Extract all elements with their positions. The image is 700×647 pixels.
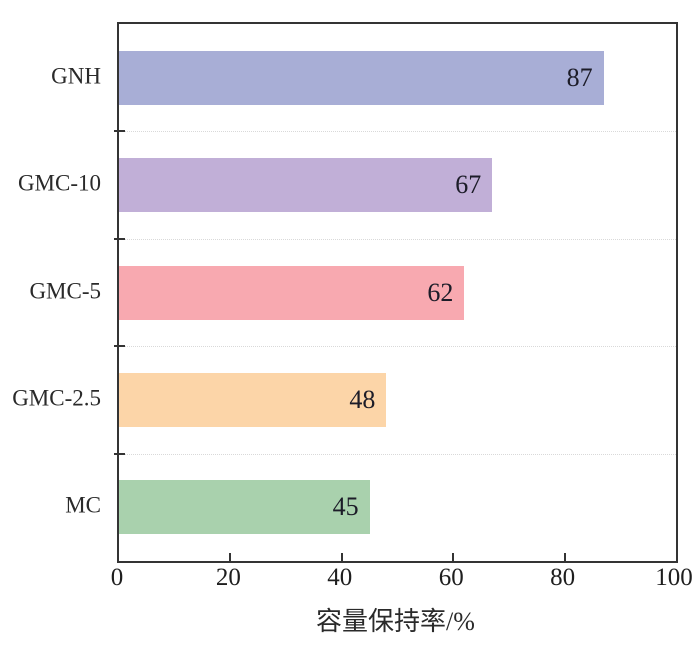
x-tick-label-60: 60 [438, 564, 464, 591]
y-axis-label-GMC-2.5: GMC-2.5 [12, 385, 101, 411]
bar-GMC-2.5: 48 [119, 372, 387, 427]
gridline [119, 238, 676, 240]
y-axis-label-MC: MC [65, 492, 101, 518]
y-axis-label-GMC-5: GMC-5 [29, 278, 101, 303]
x-tick-label-100: 100 [655, 564, 693, 591]
bar-value-label: 62 [427, 277, 454, 307]
x-axis-tick-mark [452, 553, 455, 561]
y-axis-label-GMC-10: GMC-10 [17, 170, 101, 196]
bar-GMC-5: 62 [119, 265, 465, 320]
bar-value-label: 45 [332, 492, 359, 522]
x-tick-label-0: 0 [110, 564, 124, 591]
gridline [119, 453, 676, 455]
x-axis-tick-mark [563, 553, 566, 561]
y-axis-labels: GNH GMC-10 GMC-5 GMC-2.5 MC [0, 22, 109, 559]
y-axis-tick-mark [114, 345, 125, 348]
x-axis-tick-labels: 0 20 40 60 80 100 [111, 564, 693, 597]
x-tick-label-20: 20 [215, 564, 241, 591]
y-axis-label-GNH: GNH [51, 63, 101, 89]
x-tick-label-40: 40 [327, 564, 353, 591]
y-axis-tick-mark [114, 452, 125, 455]
x-axis-title: 容量保持率/% [316, 607, 475, 636]
y-axis-tick-mark [114, 237, 125, 240]
x-tick-label-80: 80 [550, 564, 576, 591]
bar-value-label: 67 [455, 170, 482, 200]
bar-MC: 45 [119, 480, 370, 535]
x-axis-tick-mark [229, 553, 232, 561]
bar-value-label: 48 [349, 384, 376, 414]
x-axis-tick-mark [340, 553, 343, 561]
y-axis-tick-mark [114, 130, 125, 133]
plot-area: 87 67 62 48 45 [114, 22, 678, 563]
gridline [119, 346, 676, 348]
bar-value-label: 87 [566, 62, 593, 92]
gridline [119, 131, 676, 133]
bar-GNH: 87 [119, 50, 604, 105]
bar-GMC-10: 67 [119, 158, 493, 213]
